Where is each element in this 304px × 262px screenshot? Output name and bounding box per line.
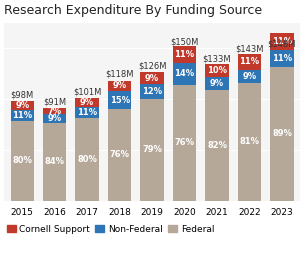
Text: $133M: $133M	[203, 55, 231, 64]
Bar	[75, 107, 99, 118]
Text: 9%: 9%	[112, 81, 127, 90]
Text: $126M: $126M	[138, 62, 166, 71]
Text: 11%: 11%	[272, 54, 292, 63]
Text: $118M: $118M	[105, 70, 134, 79]
Bar	[11, 110, 34, 121]
Text: 79%: 79%	[142, 145, 162, 154]
Bar	[205, 78, 229, 90]
Text: 9%: 9%	[80, 98, 94, 107]
Text: 80%: 80%	[77, 155, 97, 164]
Text: 11%: 11%	[272, 37, 292, 46]
Text: 76%: 76%	[110, 150, 130, 160]
Bar	[270, 67, 294, 201]
Bar	[108, 80, 131, 91]
Text: 80%: 80%	[12, 156, 32, 165]
Text: 76%: 76%	[174, 138, 195, 147]
Bar	[205, 90, 229, 201]
Bar	[140, 84, 164, 99]
Text: 9%: 9%	[15, 101, 29, 110]
Text: 84%: 84%	[45, 157, 65, 166]
Text: 15%: 15%	[109, 96, 130, 105]
Text: $150M: $150M	[170, 37, 199, 46]
Bar	[205, 64, 229, 78]
Bar	[108, 109, 131, 201]
Text: 11%: 11%	[174, 50, 195, 59]
Bar	[43, 123, 66, 201]
Text: $101M: $101M	[73, 87, 101, 96]
Text: 11%: 11%	[12, 111, 32, 120]
Text: 9%: 9%	[210, 79, 224, 88]
Bar	[173, 85, 196, 201]
Bar	[11, 121, 34, 201]
Bar	[173, 63, 196, 85]
Text: Research Expenditure By Funding Source: Research Expenditure By Funding Source	[4, 4, 262, 17]
Bar	[140, 99, 164, 201]
Legend: Cornell Support, Non-Federal, Federal: Cornell Support, Non-Federal, Federal	[3, 221, 218, 237]
Text: $98M: $98M	[11, 90, 34, 99]
Text: 7%: 7%	[48, 107, 62, 116]
Text: $143M: $143M	[235, 45, 264, 53]
Bar	[270, 50, 294, 67]
Text: $148M: $148M	[268, 40, 296, 48]
Bar	[238, 83, 261, 201]
Text: 11%: 11%	[240, 57, 260, 66]
Bar	[11, 101, 34, 110]
Bar	[75, 98, 99, 107]
Text: 82%: 82%	[207, 141, 227, 150]
Bar	[43, 108, 66, 114]
Text: 10%: 10%	[207, 66, 227, 75]
Bar	[43, 114, 66, 123]
Bar	[140, 72, 164, 84]
Bar	[108, 91, 131, 109]
Bar	[238, 54, 261, 70]
Bar	[270, 34, 294, 50]
Bar	[75, 118, 99, 201]
Text: 9%: 9%	[242, 72, 257, 81]
Bar	[238, 70, 261, 83]
Text: 9%: 9%	[145, 74, 159, 83]
Text: 81%: 81%	[240, 137, 260, 146]
Text: $91M: $91M	[43, 97, 66, 106]
Bar	[173, 46, 196, 63]
Text: 9%: 9%	[48, 114, 62, 123]
Text: 89%: 89%	[272, 129, 292, 138]
Text: 11%: 11%	[77, 108, 97, 117]
Text: 12%: 12%	[142, 87, 162, 96]
Text: 14%: 14%	[174, 69, 195, 78]
